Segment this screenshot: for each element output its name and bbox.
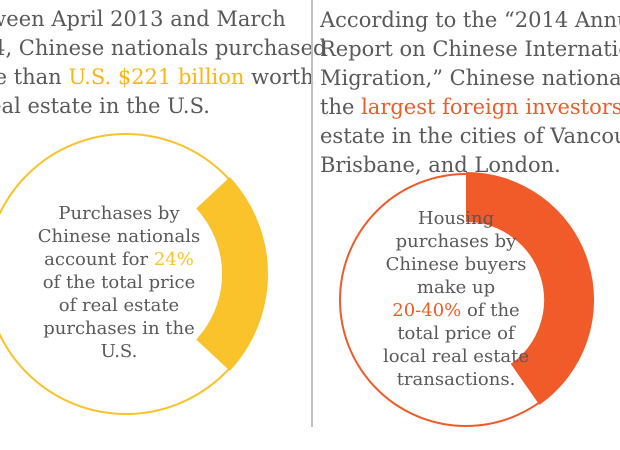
- label-line: purchases by: [395, 231, 517, 252]
- label-line: Chinese buyers: [385, 254, 527, 275]
- label-line: U.S.: [100, 341, 138, 362]
- caption-text: Report on Chinese International: [320, 37, 620, 61]
- left-donut-arc-24pct: [195, 177, 268, 371]
- caption-text: Between April 2013 and March: [0, 7, 286, 31]
- right-caption-line-1: According to the “2014 Annual: [320, 6, 620, 35]
- divider-line: [311, 0, 313, 427]
- highlight-phrase: largest foreign investors: [361, 95, 620, 119]
- left-caption-line-3: more than U.S. $221 billion worth: [0, 63, 326, 92]
- caption-text: more than: [0, 65, 62, 89]
- label-line: transactions.: [396, 369, 516, 390]
- label-line: make up: [416, 277, 496, 298]
- label-line: local real estate: [382, 346, 530, 367]
- highlight-percent: 20-40%: [392, 300, 462, 321]
- right-donut-chart: [339, 172, 595, 427]
- caption-text: worth: [244, 65, 314, 89]
- label-line: purchases in the: [43, 318, 195, 339]
- label-line: Purchases by: [58, 203, 180, 224]
- label-line: 20-40% of the: [351, 299, 561, 322]
- left-caption-line-1: Between April 2013 and March: [0, 5, 326, 34]
- caption-text: Migration,” Chinese nationals are: [320, 66, 620, 90]
- label-line: of the total price: [42, 272, 196, 293]
- right-donut-label: Housing purchases by Chinese buyers make…: [351, 207, 561, 391]
- label-line: total price of: [397, 323, 515, 344]
- caption-text: Brisbane, and London.: [320, 153, 561, 177]
- caption-text: According to the “2014 Annual: [320, 8, 620, 32]
- right-caption-line-5: estate in the cities of Vancouver,: [320, 122, 620, 151]
- right-caption-line-6: Brisbane, and London.: [320, 151, 620, 180]
- right-caption-line-2: Report on Chinese International: [320, 35, 620, 64]
- highlight-amount: U.S. $221 billion: [68, 65, 245, 89]
- label-line: Chinese nationals: [37, 226, 201, 247]
- label-line: of real estate: [58, 295, 180, 316]
- label-line: account for 24%: [14, 248, 224, 271]
- left-caption-line-2: 2014, Chinese nationals purchased: [0, 34, 326, 63]
- caption-text: of real estate in the U.S.: [0, 94, 210, 118]
- left-caption-line-4: of real estate in the U.S.: [0, 92, 326, 121]
- caption-text: estate in the cities of Vancouver,: [320, 124, 620, 148]
- label-text: account for: [44, 249, 154, 270]
- caption-text: the: [320, 95, 362, 119]
- right-donut-arc-40pct: [465, 172, 595, 405]
- left-donut-label: Purchases by Chinese nationals account f…: [14, 202, 224, 363]
- caption-text: 2014, Chinese nationals purchased: [0, 36, 327, 60]
- left-caption: Between April 2013 and March 2014, Chine…: [0, 5, 326, 121]
- right-caption: According to the “2014 Annual Report on …: [320, 6, 620, 180]
- highlight-percent: 24%: [153, 249, 194, 270]
- label-text: of the: [461, 300, 520, 321]
- label-line: Housing: [417, 208, 495, 229]
- left-donut-chart: [0, 133, 268, 415]
- right-caption-line-4: the largest foreign investors in real: [320, 93, 620, 122]
- right-caption-line-3: Migration,” Chinese nationals are: [320, 64, 620, 93]
